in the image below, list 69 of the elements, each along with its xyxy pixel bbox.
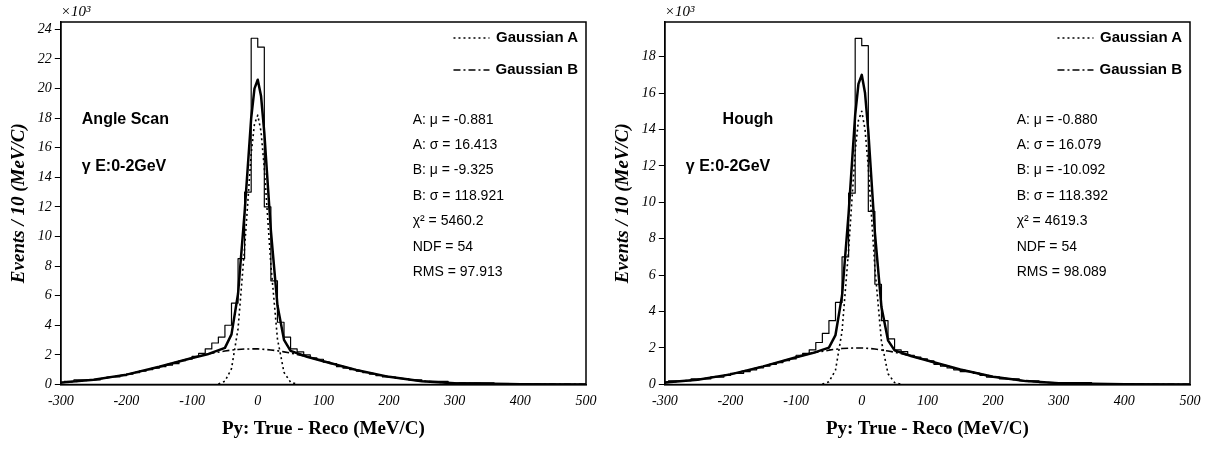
x-tick-label: 200 (982, 393, 1004, 409)
y-tick-label: 20 (37, 80, 52, 96)
annotation: γ E:0-2GeV (81, 157, 167, 175)
x-tick-label: -100 (179, 393, 205, 409)
annotation: B: σ = 118.392 (1016, 186, 1109, 203)
annotation: A: σ = 16.079 (1016, 136, 1102, 153)
annotation: A: σ = 16.413 (412, 136, 498, 153)
y-tick-label: 4 (648, 303, 656, 319)
x-tick-label: -300 (47, 393, 74, 409)
y-tick-label: 2 (648, 339, 656, 355)
legend-label: Gaussian B (495, 60, 579, 78)
y-tick-label: 18 (641, 48, 656, 64)
text: ×10³ (664, 2, 695, 19)
y-tick-label: 16 (37, 139, 52, 155)
y-tick-label: 10 (641, 193, 656, 209)
legend-label: Gaussian B (1099, 60, 1183, 78)
x-tick-label: -200 (717, 393, 744, 409)
y-axis-title: Events / 10 (MeV/C) (7, 123, 30, 285)
y-tick-label: 14 (641, 121, 656, 137)
x-tick-label: -200 (113, 393, 140, 409)
x-axis-title: Py: True - Reco (MeV/C) (825, 416, 1029, 439)
x-tick-label: 400 (1113, 393, 1135, 409)
x-tick-label: 0 (858, 393, 866, 409)
y-tick-label: 0 (648, 376, 656, 392)
annotation: NDF = 54 (412, 237, 474, 254)
annotation: NDF = 54 (1016, 237, 1078, 254)
x-tick-label: 400 (509, 393, 531, 409)
text: ×10³ (60, 2, 91, 19)
y-tick-label: 6 (44, 287, 52, 303)
annotation: RMS = 98.089 (1016, 262, 1107, 279)
annotation: B: σ = 118.921 (412, 186, 505, 203)
x-tick-label: -300 (651, 393, 678, 409)
annotation: χ² = 4619.3 (1016, 212, 1088, 229)
y-tick-label: 8 (44, 257, 52, 273)
y-tick-label: 14 (37, 169, 52, 184)
y-tick-label: 12 (641, 157, 656, 173)
annotation: B: μ = -10.092 (1016, 161, 1106, 178)
y-tick-label: 6 (648, 266, 656, 282)
y-tick-label: 8 (648, 230, 656, 246)
x-tick-label: -100 (783, 393, 809, 409)
annotation: γ E:0-2GeV (685, 157, 771, 175)
x-tick-label: 100 (312, 393, 334, 409)
legend-label: Gaussian A (496, 28, 579, 46)
annotation: χ² = 5460.2 (412, 212, 484, 229)
annotation: A: μ = -0.880 (1016, 110, 1098, 127)
y-tick-label: 10 (37, 228, 52, 244)
y-tick-label: 4 (44, 316, 52, 332)
annotation: Hough (722, 110, 774, 128)
y-axis-title: Events / 10 (MeV/C) (611, 123, 634, 285)
x-tick-label: 300 (443, 393, 466, 409)
y-tick-label: 0 (44, 376, 52, 392)
x-tick-label: 200 (378, 393, 400, 409)
x-tick-label: 500 (1179, 393, 1201, 409)
legend-label: Gaussian A (1100, 28, 1183, 46)
annotation: A: μ = -0.881 (412, 110, 494, 127)
x-axis-title: Py: True - Reco (MeV/C) (221, 416, 425, 439)
y-tick-label: 24 (37, 21, 52, 37)
x-tick-label: 500 (575, 393, 597, 409)
annotation: Angle Scan (81, 110, 169, 128)
annotation: B: μ = -9.325 (412, 161, 494, 178)
x-tick-label: 100 (916, 393, 938, 409)
x-tick-label: 300 (1047, 393, 1070, 409)
y-tick-label: 16 (641, 84, 656, 100)
y-tick-label: 22 (37, 50, 52, 66)
y-tick-label: 2 (44, 346, 52, 362)
annotation: RMS = 97.913 (412, 262, 503, 279)
y-tick-label: 18 (37, 109, 52, 125)
y-tick-label: 12 (37, 198, 52, 214)
x-tick-label: 0 (254, 393, 262, 409)
